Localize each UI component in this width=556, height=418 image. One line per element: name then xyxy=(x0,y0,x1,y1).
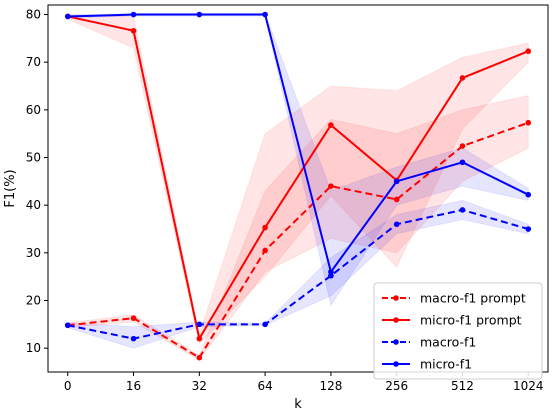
y-tick-label: 70 xyxy=(26,55,41,69)
legend-marker xyxy=(393,295,399,301)
legend-box xyxy=(373,282,543,380)
x-tick-label: 256 xyxy=(385,379,408,393)
confidence-band xyxy=(67,94,529,361)
legend-label: macro-f1 xyxy=(420,335,476,350)
series-line xyxy=(67,15,529,340)
legend-entry: micro-f1 prompt xyxy=(382,313,522,328)
data-point xyxy=(525,48,532,55)
data-point xyxy=(459,159,466,166)
legend-entry: micro-f1 xyxy=(382,357,472,372)
x-axis-label: k xyxy=(294,397,302,412)
data-point xyxy=(196,11,203,18)
data-point xyxy=(262,321,268,328)
y-tick-label: 20 xyxy=(26,294,41,308)
data-point xyxy=(525,226,532,232)
data-point xyxy=(328,183,334,189)
legend-marker xyxy=(393,317,399,323)
data-point xyxy=(196,321,203,328)
data-point xyxy=(328,269,334,275)
data-point xyxy=(64,13,71,20)
data-point xyxy=(393,221,400,228)
data-point xyxy=(196,335,203,342)
x-tick-label: 64 xyxy=(257,379,272,393)
legend-marker xyxy=(393,361,399,367)
data-point xyxy=(64,322,71,329)
data-point xyxy=(328,122,334,128)
x-tick-label: 0 xyxy=(64,379,72,393)
series-line xyxy=(67,121,529,359)
data-point xyxy=(525,119,532,126)
x-tick-label: 16 xyxy=(126,379,141,393)
x-tick-label: 512 xyxy=(451,379,474,393)
data-point xyxy=(525,191,532,198)
data-point xyxy=(130,335,137,342)
x-tick-label: 128 xyxy=(319,379,342,393)
data-point xyxy=(262,224,268,231)
data-point xyxy=(196,354,203,361)
y-tick-label: 30 xyxy=(26,246,41,260)
data-point xyxy=(459,75,466,81)
legend-label: macro-f1 prompt xyxy=(420,291,526,306)
legend-marker xyxy=(393,339,399,345)
data-point xyxy=(262,247,268,254)
legend-label: micro-f1 xyxy=(420,357,472,372)
data-point xyxy=(393,196,400,203)
plot-frame xyxy=(47,4,549,373)
data-point xyxy=(459,207,466,213)
x-tick-label: 1024 xyxy=(513,379,544,393)
y-tick-label: 40 xyxy=(26,198,41,212)
x-axis: 0 16 32 64 128 256 512 1024 xyxy=(64,372,544,393)
data-point xyxy=(459,143,466,149)
legend: macro-f1 prompt micro-f1 prompt macro-f1 mi… xyxy=(373,282,543,380)
data-point xyxy=(393,178,400,185)
legend-label: micro-f1 prompt xyxy=(420,313,522,328)
series-line xyxy=(67,13,529,273)
data-point xyxy=(130,11,137,18)
series-markers xyxy=(64,11,532,361)
data-point xyxy=(262,11,268,18)
series-lines xyxy=(67,13,529,359)
series-line xyxy=(67,208,529,340)
y-tick-label: 10 xyxy=(26,341,41,355)
x-tick-label: 32 xyxy=(192,379,207,393)
legend-entry: macro-f1 xyxy=(382,335,476,350)
y-tick-label: 50 xyxy=(26,151,41,165)
y-axis: 10 20 30 40 50 60 70 80 xyxy=(26,8,48,355)
legend-entry: macro-f1 prompt xyxy=(382,291,526,306)
y-tick-label: 60 xyxy=(26,103,41,117)
y-axis-label: F1(%) xyxy=(3,169,18,207)
data-point xyxy=(130,27,137,34)
data-point xyxy=(130,315,137,321)
y-tick-label: 80 xyxy=(26,8,41,22)
